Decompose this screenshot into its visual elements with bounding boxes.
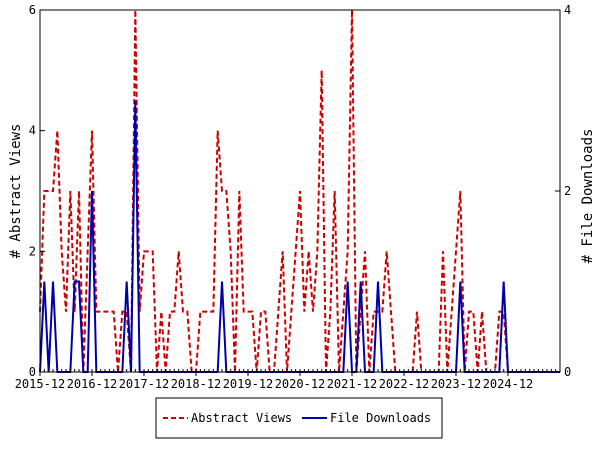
y-right-axis-title: # File Downloads xyxy=(580,129,596,264)
y-right-tick-label: 4 xyxy=(564,3,571,17)
x-tick-label: 2018-12 xyxy=(171,377,222,391)
x-tick-label: 2021-12 xyxy=(327,377,378,391)
legend-label-abstract-views: Abstract Views xyxy=(191,411,292,425)
series-line-abstract-views xyxy=(39,9,560,373)
y-left-ticks: 0 2 4 6 xyxy=(29,3,45,379)
x-tick-label: 2023-12 xyxy=(431,377,482,391)
legend-label-file-downloads: File Downloads xyxy=(330,411,431,425)
y-left-axis-title: # Abstract Views xyxy=(8,124,24,259)
x-tick-label: 2015-12 xyxy=(15,377,66,391)
x-tick-label: 2019-12 xyxy=(223,377,274,391)
x-tick-label: 2024-12 xyxy=(483,377,534,391)
series-abstract-views xyxy=(39,9,560,373)
x-tick-label: 2022-12 xyxy=(379,377,430,391)
y-right-tick-label: 0 xyxy=(564,365,571,379)
x-tick-label: 2020-12 xyxy=(275,377,326,391)
legend-box xyxy=(155,397,443,439)
y-left-tick-label: 4 xyxy=(29,124,36,138)
y-left-tick-label: 6 xyxy=(29,3,36,17)
y-right-ticks: 0 2 4 xyxy=(555,3,571,379)
x-tick-label: 2017-12 xyxy=(119,377,170,391)
y-left-tick-label: 2 xyxy=(29,244,36,258)
y-right-tick-label: 2 xyxy=(564,184,571,198)
legend: Abstract Views File Downloads xyxy=(155,397,443,439)
y-left-tick-label: 0 xyxy=(29,365,36,379)
x-tick-label: 2016-12 xyxy=(67,377,118,391)
x-axis-ticks: 2015-12 2016-12 2017-12 2018-12 2019-12 2020-… xyxy=(15,369,561,391)
